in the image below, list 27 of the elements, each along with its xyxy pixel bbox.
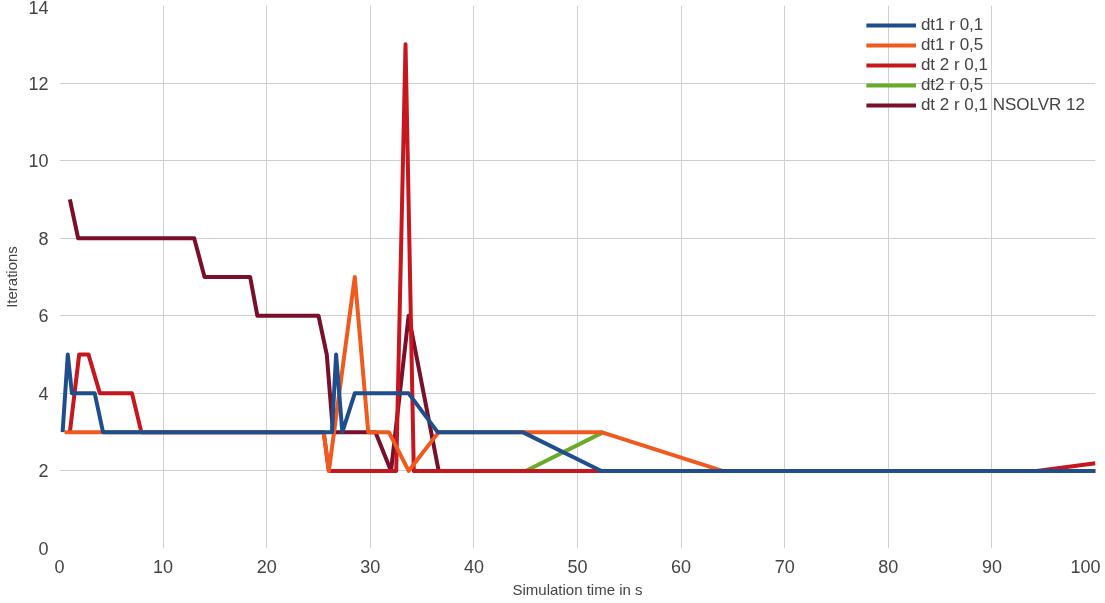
- x-tick-label: 20: [256, 556, 277, 577]
- legend-label: dt2 r 0,5: [920, 75, 984, 95]
- x-tick-label: 30: [360, 556, 381, 577]
- x-tick-label: 40: [463, 556, 484, 577]
- x-tick-label: 70: [774, 556, 795, 577]
- legend-label: dt 2 r 0,1: [920, 55, 988, 75]
- legend-label: dt1 r 0,5: [920, 35, 984, 55]
- line-series: [60, 352, 1096, 473]
- y-tick-label: 2: [38, 461, 49, 482]
- y-axis-title: Iterations: [3, 246, 21, 308]
- legend-label: dt 2 r 0,1 NSOLVR 12: [920, 95, 1085, 115]
- y-tick-label: 4: [38, 383, 49, 404]
- x-tick-label: 100: [1070, 556, 1101, 577]
- y-tick-label: 8: [38, 228, 49, 249]
- x-tick-label: 60: [671, 556, 692, 577]
- x-tick-label: 50: [567, 556, 588, 577]
- x-axis-title: Simulation time in s: [512, 580, 643, 598]
- y-tick-label: 10: [28, 151, 49, 172]
- x-tick-label: 10: [153, 556, 174, 577]
- y-tick-label: 12: [28, 73, 49, 94]
- y-tick-label: 0: [38, 539, 49, 559]
- y-tick-label: 14: [28, 0, 49, 18]
- legend-label: dt1 r 0,1: [920, 15, 984, 35]
- x-tick-label: 0: [54, 556, 65, 577]
- y-tick-label: 6: [38, 306, 49, 327]
- x-tick-label: 90: [981, 556, 1002, 577]
- x-tick-label: 80: [878, 556, 899, 577]
